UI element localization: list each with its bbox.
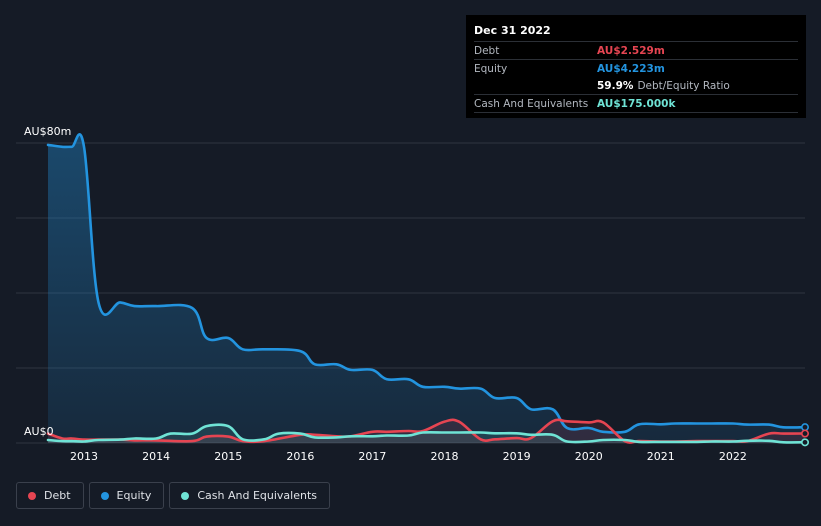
legend-equity-label: Equity xyxy=(116,489,152,502)
equity-area xyxy=(48,134,805,444)
axis-labels: AU$80m AU$0 xyxy=(24,125,71,438)
tooltip-equity-label: Equity xyxy=(474,62,508,75)
x-tick-label-2021: 2021 xyxy=(647,450,675,463)
legend-debt-toggle[interactable]: Debt xyxy=(16,482,84,509)
y-axis-top-label: AU$80m xyxy=(24,125,71,138)
equity-dot-icon xyxy=(100,491,109,500)
x-tick-label-2013: 2013 xyxy=(70,450,98,463)
x-tick-label-2015: 2015 xyxy=(214,450,242,463)
tooltip-cash-label: Cash And Equivalents xyxy=(474,97,589,110)
tooltip-cash-row: Cash And Equivalents AU$175.000k xyxy=(474,94,798,113)
end-markers xyxy=(800,423,809,447)
x-tick-label-2018: 2018 xyxy=(431,450,459,463)
tooltip-ratio-label: Debt/Equity Ratio xyxy=(637,79,730,92)
x-tick-label-2022: 2022 xyxy=(719,450,747,463)
tooltip-debt-label: Debt xyxy=(474,44,500,57)
x-tick-label-2014: 2014 xyxy=(142,450,170,463)
tooltip-debt-value: AU$2.529m xyxy=(597,44,665,57)
equity-area-fill xyxy=(48,134,805,444)
cash-dot-icon xyxy=(181,491,190,500)
debt-end-marker xyxy=(800,429,809,438)
cash-end-marker xyxy=(800,438,809,447)
legend-debt-label: Debt xyxy=(44,489,71,502)
equity-line xyxy=(46,133,807,434)
legend-cash-label: Cash And Equivalents xyxy=(197,489,317,502)
debt-dot-icon xyxy=(28,491,36,500)
equity-end-marker xyxy=(800,423,809,432)
legend-equity-toggle[interactable]: Equity xyxy=(88,482,165,509)
tooltip-ratio-value: 59.9% xyxy=(597,79,634,92)
tooltip-panel: Dec 31 2022 Debt AU$2.529m Equity AU$4.2… xyxy=(466,15,806,118)
tooltip-equity-row: Equity AU$4.223m xyxy=(474,59,798,77)
legend-cash-toggle[interactable]: Cash And Equivalents xyxy=(169,482,330,509)
series-lines xyxy=(46,133,807,444)
y-axis-bottom-label: AU$0 xyxy=(24,425,54,438)
tooltip-ratio-row: 59.9% Debt/Equity Ratio xyxy=(474,77,798,94)
tooltip-equity-value: AU$4.223m xyxy=(597,62,665,75)
tooltip-date: Dec 31 2022 xyxy=(474,24,551,37)
x-tick-label-2016: 2016 xyxy=(286,450,314,463)
x-tick-label-2019: 2019 xyxy=(503,450,531,463)
x-tick-label-2017: 2017 xyxy=(358,450,386,463)
x-tick-label-2020: 2020 xyxy=(575,450,603,463)
tooltip-cash-value: AU$175.000k xyxy=(597,97,676,110)
x-axis-ticks: 2013 2014 2015 2016 2017 2018 2019 2020 2021 2022 xyxy=(70,450,747,463)
chart-legend: Debt Equity Cash And Equivalents xyxy=(16,482,335,509)
tooltip-debt-row: Debt AU$2.529m xyxy=(474,41,798,59)
cash-line xyxy=(46,423,807,444)
